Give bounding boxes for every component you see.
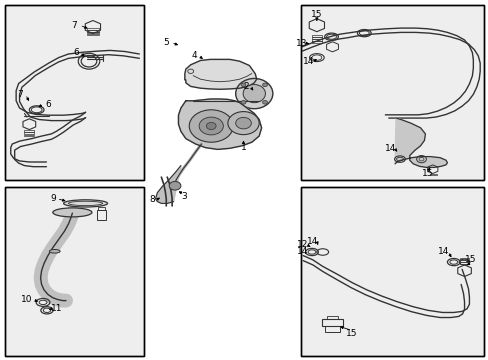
Bar (311, 41, 321, 43)
Bar (97, 210, 105, 220)
Bar (24, 130, 34, 132)
Text: 6: 6 (73, 48, 79, 57)
Text: 9: 9 (50, 194, 56, 203)
Bar (300, 187, 483, 356)
Circle shape (189, 110, 233, 142)
Bar (5, 5, 144, 180)
Bar (24, 135, 34, 136)
Bar (300, 5, 483, 180)
Bar (459, 258, 468, 260)
Text: 2: 2 (243, 82, 249, 91)
Text: 8: 8 (149, 195, 155, 204)
Circle shape (227, 112, 259, 135)
Bar (311, 39, 321, 41)
Text: 3: 3 (181, 192, 187, 201)
Bar (87, 32, 99, 33)
Bar (87, 28, 99, 30)
Text: 12: 12 (296, 240, 307, 249)
Bar (321, 319, 343, 326)
Text: 10: 10 (21, 295, 33, 304)
Bar (429, 174, 436, 175)
Bar (87, 34, 99, 35)
Text: 7: 7 (18, 90, 23, 99)
Polygon shape (155, 166, 181, 203)
Text: 14: 14 (303, 57, 314, 66)
Bar (300, 5, 483, 180)
Bar (459, 262, 468, 264)
Text: 15: 15 (464, 256, 475, 264)
Text: 13: 13 (296, 39, 307, 48)
Circle shape (235, 117, 251, 129)
Text: 14: 14 (437, 247, 449, 256)
Polygon shape (184, 59, 256, 89)
Bar (5, 5, 144, 180)
Bar (24, 132, 34, 134)
Text: 15: 15 (346, 329, 357, 338)
Circle shape (262, 100, 267, 104)
Text: 5: 5 (163, 38, 169, 47)
Text: 15: 15 (310, 10, 322, 19)
Text: 14: 14 (306, 237, 318, 246)
Bar (311, 35, 321, 37)
Text: 11: 11 (50, 304, 62, 313)
Bar (146, 0, 298, 360)
Text: 14: 14 (296, 248, 307, 256)
Text: 1: 1 (240, 143, 246, 152)
Bar (459, 260, 468, 262)
Ellipse shape (49, 249, 60, 253)
Circle shape (199, 117, 223, 135)
Ellipse shape (63, 200, 107, 207)
Bar (311, 37, 321, 39)
Text: 14: 14 (384, 144, 395, 153)
Circle shape (169, 181, 181, 190)
Circle shape (206, 122, 216, 130)
Ellipse shape (243, 85, 265, 103)
Bar (324, 326, 340, 332)
Bar (5, 187, 144, 356)
Circle shape (241, 100, 245, 104)
Text: 15: 15 (421, 169, 433, 178)
Circle shape (262, 83, 267, 87)
Circle shape (241, 83, 245, 87)
Text: 4: 4 (191, 51, 197, 60)
Polygon shape (394, 118, 447, 167)
Bar (300, 187, 483, 356)
Ellipse shape (235, 78, 272, 109)
Ellipse shape (53, 208, 92, 217)
Polygon shape (178, 99, 261, 149)
Bar (98, 207, 104, 210)
Bar (87, 30, 99, 32)
Text: 6: 6 (45, 100, 51, 109)
Bar (5, 187, 144, 356)
Text: 7: 7 (71, 21, 77, 30)
Bar (326, 316, 338, 319)
